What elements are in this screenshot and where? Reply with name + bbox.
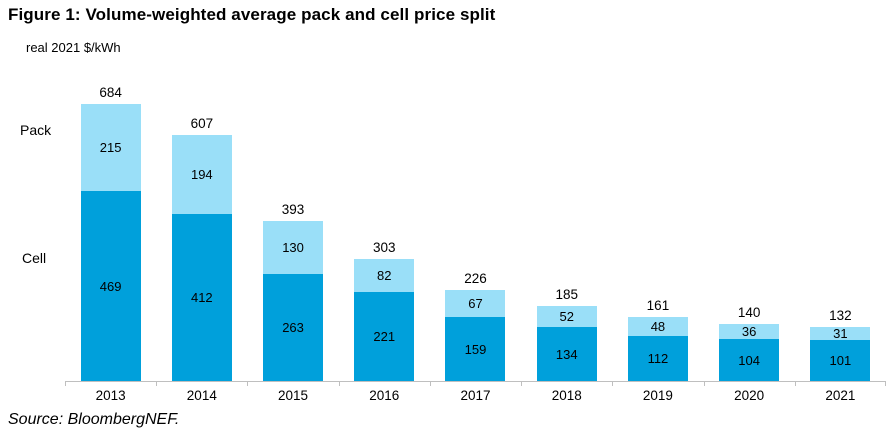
chart-plot-area: 215 469 684 194 412 607 130 263 393 82 221 303 67 159… <box>65 70 886 386</box>
cell-segment-2013: 469 <box>80 191 141 381</box>
bar-column-2021: 31 101 132 <box>795 70 886 381</box>
pack-segment-2013: 215 <box>80 104 141 191</box>
x-axis-label-2014: 2014 <box>186 388 217 403</box>
cell-segment-2021: 101 <box>810 340 871 381</box>
total-label-2016: 303 <box>373 240 396 255</box>
stacked-bar-2014: 194 412 <box>171 135 232 381</box>
x-axis-tick <box>430 381 431 386</box>
bar-column-2014: 194 412 607 <box>156 70 247 381</box>
x-axis-label-2021: 2021 <box>825 388 856 403</box>
x-axis-tick <box>156 381 157 386</box>
cell-segment-2018: 134 <box>536 327 597 381</box>
total-label-2021: 132 <box>829 308 852 323</box>
total-label-2013: 684 <box>99 85 122 100</box>
x-axis-tick <box>885 381 886 386</box>
x-axis-label-2017: 2017 <box>460 388 491 403</box>
pack-segment-2018: 52 <box>536 306 597 327</box>
x-axis-label-2015: 2015 <box>278 388 309 403</box>
x-axis-tick <box>795 381 796 386</box>
x-axis-tick <box>612 381 613 386</box>
y-axis-unit-label: real 2021 $/kWh <box>26 40 121 55</box>
x-axis-tick <box>339 381 340 386</box>
stacked-bar-2018: 52 134 <box>536 306 597 381</box>
cell-segment-2015: 263 <box>263 274 324 381</box>
cell-segment-2014: 412 <box>171 214 232 381</box>
x-axis-tick <box>704 381 705 386</box>
cell-segment-2020: 104 <box>719 339 780 381</box>
stacked-bar-2013: 215 469 <box>80 104 141 381</box>
stacked-bar-2020: 36 104 <box>719 324 780 381</box>
x-axis-tick <box>65 381 66 386</box>
figure-title: Figure 1: Volume-weighted average pack a… <box>8 5 496 24</box>
total-label-2019: 161 <box>646 298 670 313</box>
x-axis-label-2018: 2018 <box>551 388 582 403</box>
stacked-bar-2021: 31 101 <box>810 326 871 381</box>
stacked-bar-2016: 82 221 <box>354 259 415 381</box>
bar-column-2020: 36 104 140 <box>704 70 795 381</box>
source-note: Source: BloombergNEF. <box>8 411 180 428</box>
total-label-2017: 226 <box>464 271 487 286</box>
pack-segment-2015: 130 <box>263 221 324 274</box>
bar-column-2015: 130 263 393 <box>247 70 338 381</box>
pack-series-label: Pack <box>20 122 52 138</box>
cell-series-label: Cell <box>22 250 47 266</box>
pack-segment-2020: 36 <box>719 324 780 339</box>
cell-segment-2019: 112 <box>627 336 688 381</box>
total-label-2014: 607 <box>190 116 214 131</box>
stacked-bar-2019: 48 112 <box>627 317 688 381</box>
cell-segment-2017: 159 <box>445 317 506 381</box>
bar-column-2013: 215 469 684 <box>65 70 156 381</box>
x-axis-label-2016: 2016 <box>369 388 400 403</box>
bar-column-2018: 52 134 185 <box>521 70 612 381</box>
stacked-bar-2017: 67 159 <box>445 290 506 381</box>
pack-segment-2021: 31 <box>810 326 871 341</box>
x-axis-tick <box>247 381 248 386</box>
x-axis-label-2020: 2020 <box>734 388 765 403</box>
x-axis-label-2019: 2019 <box>642 388 673 403</box>
total-label-2020: 140 <box>737 305 761 320</box>
x-axis-label-2013: 2013 <box>95 388 126 403</box>
bar-column-2019: 48 112 161 <box>612 70 703 381</box>
stacked-bar-2015: 130 263 <box>263 221 324 381</box>
pack-segment-2016: 82 <box>354 259 415 292</box>
pack-segment-2019: 48 <box>627 317 688 336</box>
pack-segment-2017: 67 <box>445 290 506 317</box>
bar-column-2017: 67 159 226 <box>430 70 521 381</box>
pack-segment-2014: 194 <box>171 135 232 214</box>
cell-segment-2016: 221 <box>354 292 415 381</box>
x-axis-tick <box>521 381 522 386</box>
bar-column-2016: 82 221 303 <box>339 70 430 381</box>
total-label-2018: 185 <box>555 287 578 302</box>
total-label-2015: 393 <box>281 202 305 217</box>
